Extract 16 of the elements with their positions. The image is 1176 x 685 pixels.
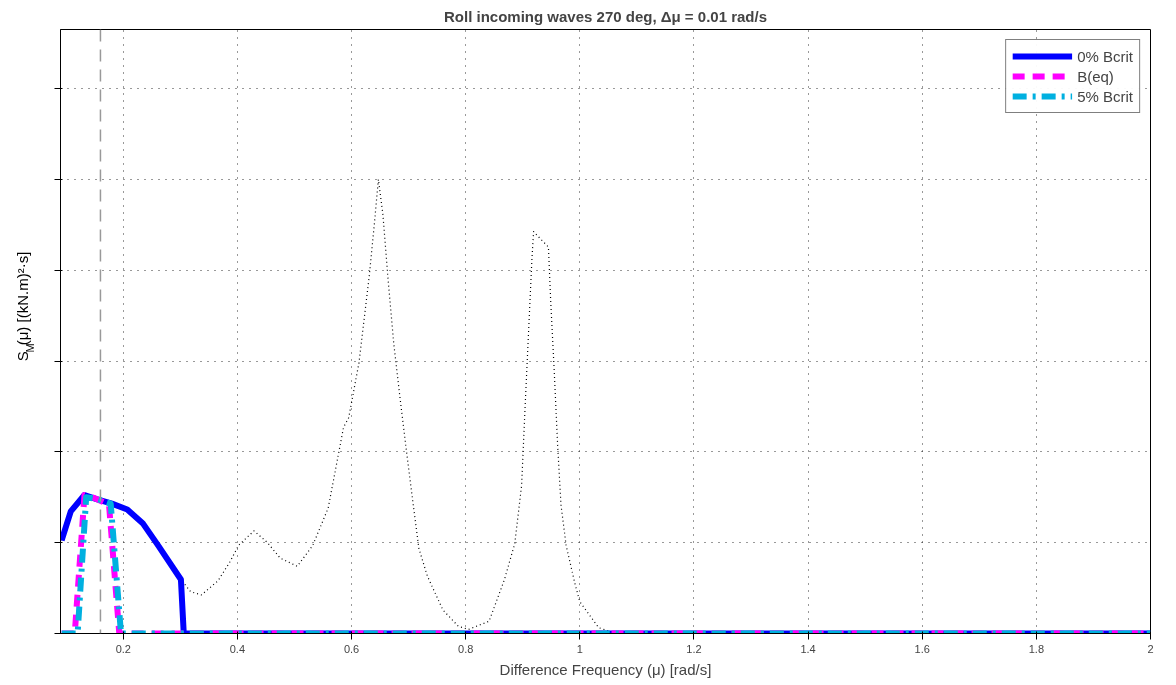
x-tick-label: 0.4 (229, 642, 246, 655)
x-tick-label: 0.8 (458, 642, 474, 655)
legend-label: B(eq) (1077, 67, 1114, 85)
x-tick-label: 2 (1147, 642, 1154, 655)
x-tick-label: 0.2 (115, 642, 131, 655)
x-tick-label: 1.4 (800, 642, 816, 655)
x-axis-title: Difference Frequency (μ) [rad/s] (499, 660, 712, 678)
x-tick-label: 1.6 (914, 642, 930, 655)
x-tick-label: 1 (576, 642, 583, 655)
chart-title: Roll incoming waves 270 deg, Δμ = 0.01 rad/s (444, 7, 767, 25)
legend-label: 5% Bcrit (1077, 87, 1133, 105)
x-tick-label: 0.6 (343, 642, 360, 655)
x-tick-label: 1.8 (1028, 642, 1045, 655)
y-axis-title: SM(μ) [(kN.m)²·s] (13, 251, 36, 362)
x-tick-label: 1.2 (686, 642, 702, 655)
legend-label: 0% Bcrit (1077, 47, 1133, 65)
